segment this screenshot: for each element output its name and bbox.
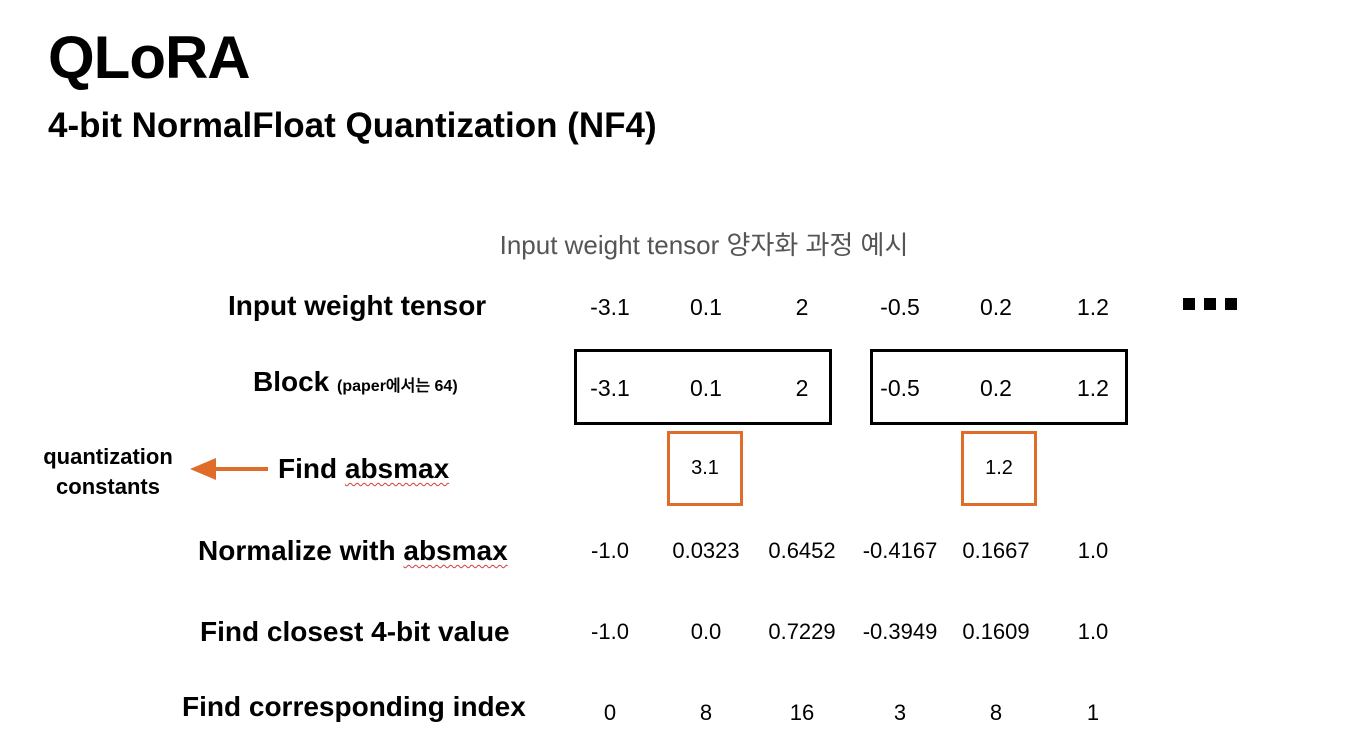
quantization-constants-label: quantization constants <box>28 442 188 502</box>
absmax-box-1: 3.1 <box>667 431 743 506</box>
normalize-label-prefix: Normalize with <box>198 535 404 566</box>
block-value: 0.1 <box>690 375 722 401</box>
row-label-block: Block (paper에서는 64) <box>253 368 458 396</box>
block-box-1 <box>574 349 832 425</box>
index-value: 3 <box>893 700 907 725</box>
normalized-value: 0.6452 <box>768 538 836 563</box>
block-label: Block <box>253 366 330 397</box>
normalized-value: 1.0 <box>1077 538 1109 563</box>
closest-value: 0.7229 <box>768 619 836 644</box>
closest-value: 0.0 <box>690 619 722 644</box>
absmax-value: 1.2 <box>985 457 1013 479</box>
block-value: 2 <box>795 375 809 401</box>
input-value: 0.1 <box>690 294 722 320</box>
block-value: -3.1 <box>590 375 630 401</box>
index-value: 16 <box>789 700 815 725</box>
block-value: 1.2 <box>1077 375 1109 401</box>
normalized-value: -1.0 <box>591 538 629 563</box>
index-value: 0 <box>603 700 617 725</box>
page-subtitle: 4-bit NormalFloat Quantization (NF4) <box>48 106 657 145</box>
quantization-constants-line1: quantization <box>43 444 173 469</box>
closest-value: 1.0 <box>1077 619 1109 644</box>
absmax-label-word: absmax <box>344 453 450 484</box>
row-label-closest: Find closest 4-bit value <box>200 616 510 647</box>
quantization-constants-line2: constants <box>56 474 160 499</box>
input-value: -3.1 <box>590 294 630 320</box>
absmax-label-prefix: Find <box>278 453 345 484</box>
absmax-value: 3.1 <box>691 457 719 479</box>
index-value: 1 <box>1086 700 1100 725</box>
normalized-value: -0.4167 <box>862 538 938 563</box>
input-value: -0.5 <box>880 294 920 320</box>
normalized-value: 0.1667 <box>962 538 1030 563</box>
normalize-label-word: absmax <box>403 535 508 566</box>
block-value: -0.5 <box>880 375 920 401</box>
input-value: 1.2 <box>1077 294 1109 320</box>
diagram-caption: Input weight tensor 양자화 과정 예시 <box>499 230 909 260</box>
closest-value: 0.1609 <box>962 619 1030 644</box>
index-value: 8 <box>989 700 1003 725</box>
block-value: 0.2 <box>980 375 1012 401</box>
input-value: 0.2 <box>980 294 1012 320</box>
block-size-note: (paper에서는 64) <box>337 378 458 395</box>
row-label-index: Find corresponding index <box>182 691 526 722</box>
block-box-2 <box>870 349 1128 425</box>
normalized-value: 0.0323 <box>672 538 740 563</box>
index-value: 8 <box>699 700 713 725</box>
row-label-normalize: Normalize with absmax <box>198 537 508 565</box>
ellipsis-icon <box>1183 298 1237 310</box>
left-arrow-icon <box>190 458 268 480</box>
row-label-absmax: Find absmax <box>278 455 449 483</box>
absmax-box-2: 1.2 <box>961 431 1037 506</box>
page-title: QLoRA <box>48 24 251 91</box>
input-value: 2 <box>795 294 809 320</box>
closest-value: -1.0 <box>591 619 629 644</box>
closest-value: -0.3949 <box>862 619 938 644</box>
row-label-input: Input weight tensor <box>228 290 487 321</box>
